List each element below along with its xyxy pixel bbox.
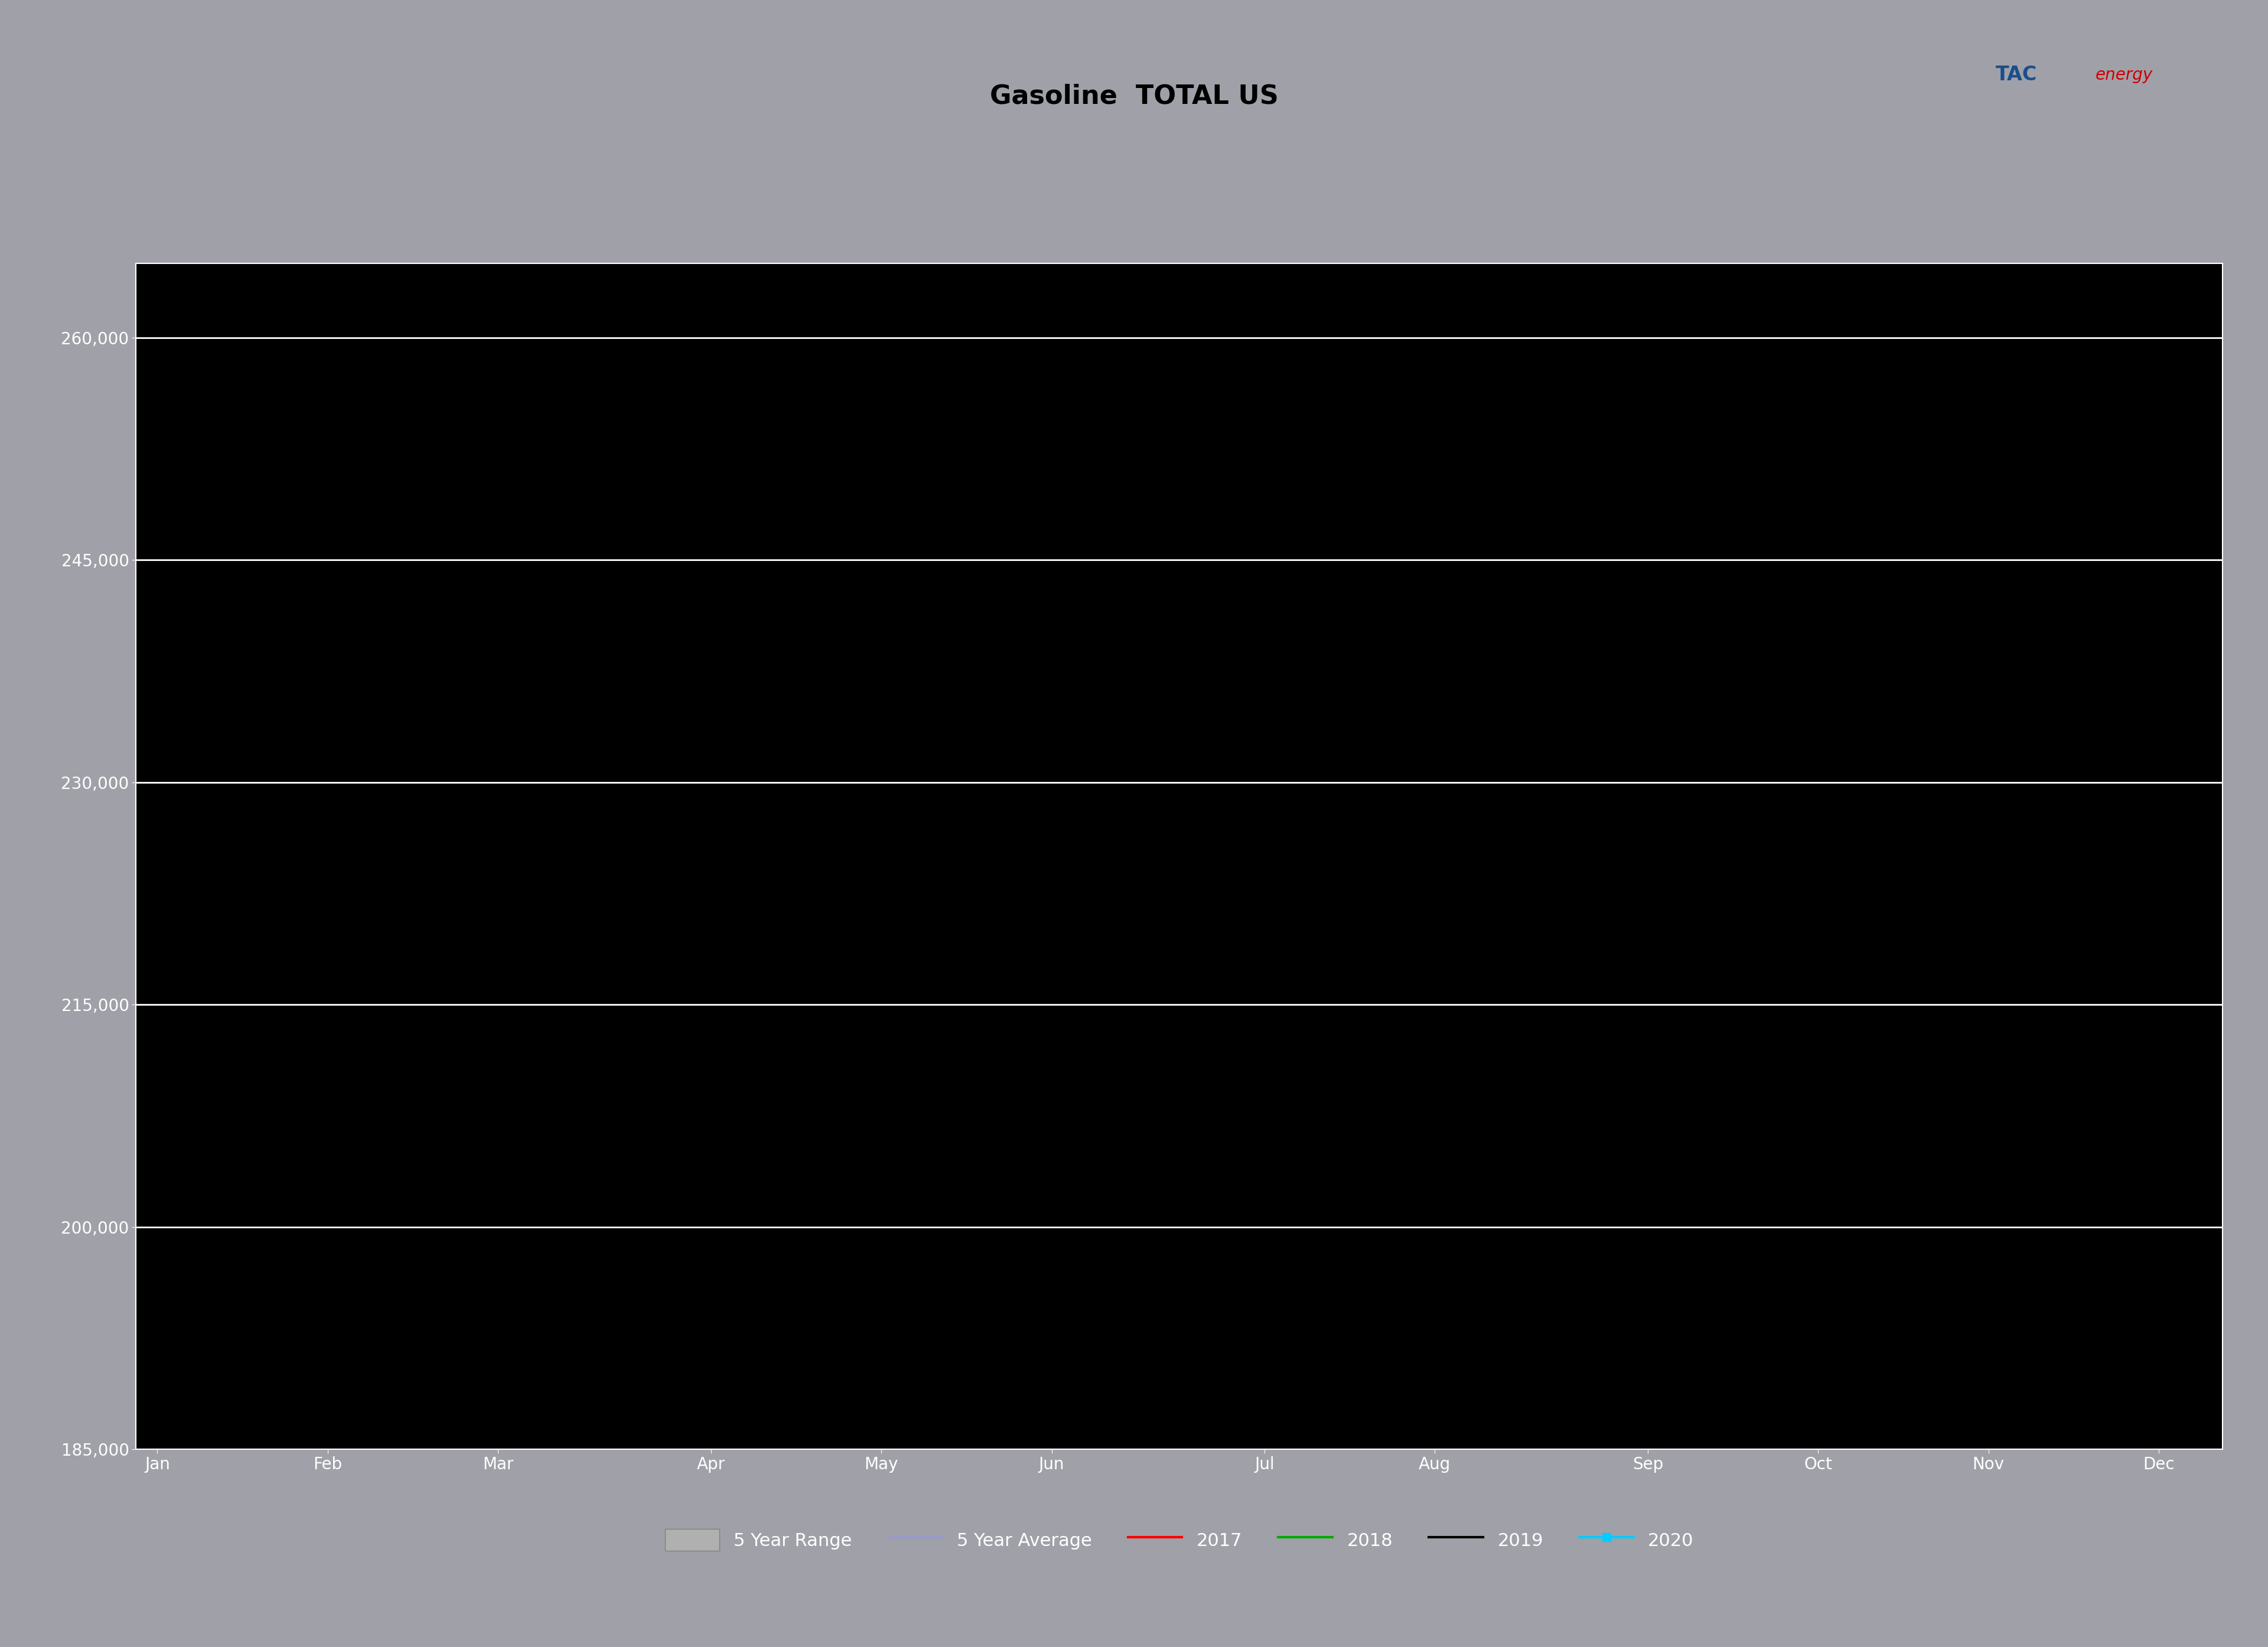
Text: energy: energy [2096,66,2152,84]
Legend: 5 Year Range, 5 Year Average, 2017, 2018, 2019, 2020: 5 Year Range, 5 Year Average, 2017, 2018… [658,1522,1701,1558]
Text: Gasoline  TOTAL US: Gasoline TOTAL US [989,84,1279,109]
Text: TAC: TAC [1996,66,2037,84]
